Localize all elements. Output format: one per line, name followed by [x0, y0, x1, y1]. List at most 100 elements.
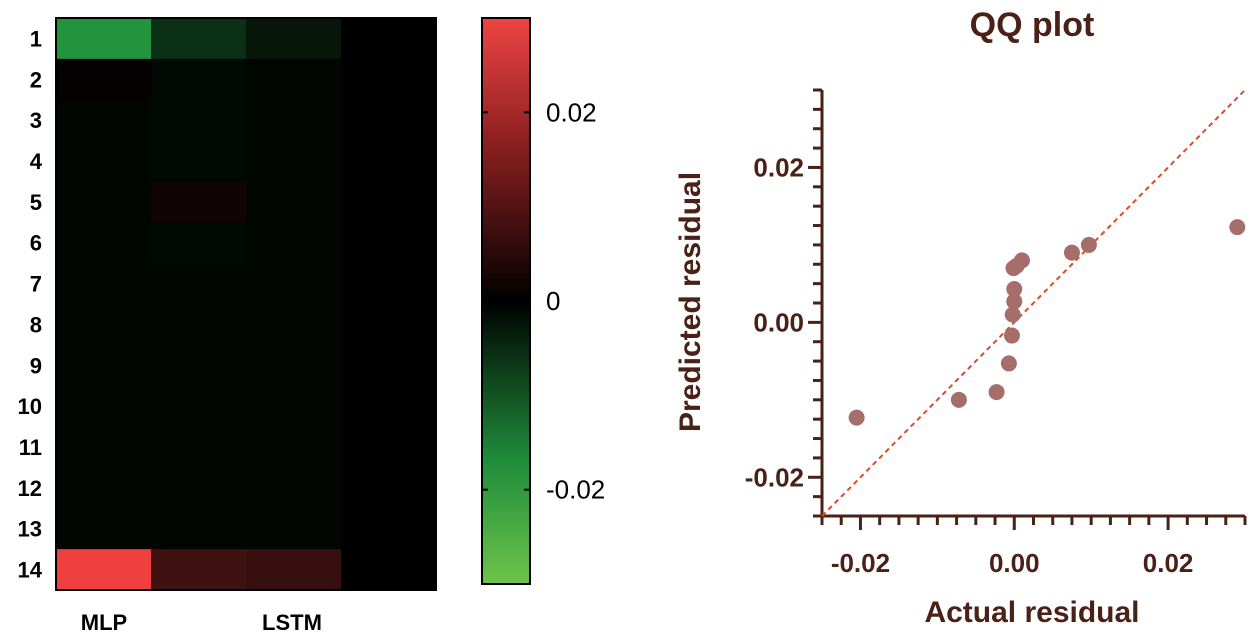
heatmap-cell-r11-c4	[341, 426, 437, 468]
qq-points	[848, 219, 1246, 426]
heatmap-cell-r12-c3	[246, 467, 342, 509]
qq-axes: -0.02 0.00 0.02 0.02 0.00 -0.02	[745, 88, 1247, 578]
heatmap-cell-r2-c2	[151, 58, 247, 101]
heatmap-cell-r2-c1	[56, 58, 152, 101]
row-label-12: 12	[18, 476, 42, 501]
heatmap-cell-r3-c2	[151, 99, 247, 142]
heatmap-cell-r14-c3	[246, 549, 342, 591]
heatmap-cell-r6-c2	[151, 222, 247, 264]
row-label-3: 3	[30, 108, 42, 133]
heatmap-cell-r12-c2	[151, 467, 247, 509]
heatmap-cell-r8-c4	[341, 304, 437, 346]
heatmap-cell-r4-c3	[246, 140, 342, 182]
heatmap-cell-r3-c4	[341, 99, 437, 142]
qq-point-13	[1080, 236, 1097, 253]
heatmap-cell-r5-c2	[151, 181, 247, 223]
row-label-10: 10	[18, 394, 42, 419]
heatmap-cell-r10-c2	[151, 385, 247, 428]
row-label-7: 7	[30, 272, 42, 297]
heatmap-cell-r9-c4	[341, 344, 437, 387]
qq-point-4	[1000, 355, 1017, 372]
heatmap-cell-r8-c1	[56, 304, 152, 346]
heatmap-cell-r10-c1	[56, 385, 152, 428]
heatmap-cell-r3-c1	[56, 99, 152, 142]
qq-point-6	[1004, 306, 1021, 323]
row-label-8: 8	[30, 312, 42, 337]
heatmap-cell-r2-c4	[341, 58, 437, 101]
qq-y-tick-label: 0.02	[753, 152, 804, 182]
heatmap-cell-r11-c1	[56, 426, 152, 468]
heatmap-cell-r9-c1	[56, 344, 152, 387]
heatmap-cell-r1-c4	[341, 18, 437, 60]
qq-reference-line	[821, 89, 1246, 517]
row-label-6: 6	[30, 231, 42, 256]
heatmap-cell-r14-c2	[151, 549, 247, 591]
row-label-11: 11	[19, 435, 42, 460]
heatmap-cell-r10-c4	[341, 385, 437, 428]
qq-x-tick-label: 0.00	[989, 548, 1040, 578]
row-label-13: 13	[18, 517, 42, 542]
colorbar-tick-label: 0.02	[546, 97, 597, 127]
qq-point-11	[1013, 252, 1030, 269]
qq-point-12	[1063, 244, 1080, 261]
heatmap-cell-r6-c1	[56, 222, 152, 264]
row-label-5: 5	[30, 190, 42, 215]
heatmap-cell-r4-c1	[56, 140, 152, 182]
heatmap-cell-r5-c3	[246, 181, 342, 223]
colorbar-tick-label: 0	[546, 286, 560, 316]
heatmap-cell-r11-c2	[151, 426, 247, 468]
heatmap-cell-r13-c4	[341, 508, 437, 550]
heatmap-cell-r4-c2	[151, 140, 247, 182]
colorbar	[481, 17, 531, 585]
heatmap-cell-r10-c3	[246, 385, 342, 428]
qq-point-8	[1006, 281, 1023, 298]
qq-title: QQ plot	[970, 6, 1095, 44]
heatmap-cell-r12-c4	[341, 467, 437, 509]
row-label-4: 4	[30, 149, 43, 174]
heatmap-cell-r8-c2	[151, 304, 247, 346]
heatmap-cell-r12-c1	[56, 467, 152, 509]
heatmap-cell-r5-c1	[56, 181, 152, 223]
heatmap-cell-r3-c3	[246, 99, 342, 142]
qq-point-7	[1006, 293, 1023, 310]
heatmap-cell-r9-c2	[151, 344, 247, 387]
row-label-1: 1	[30, 26, 42, 51]
heatmap-cell-r1-c1	[56, 18, 152, 60]
qq-x-tick-label: -0.02	[831, 548, 890, 578]
heatmap-cell-r9-c3	[246, 344, 342, 387]
qq-point-14	[1229, 219, 1246, 236]
heatmap-cell-r5-c4	[341, 181, 437, 223]
heatmap-cell-r13-c1	[56, 508, 152, 550]
heatmap-cell-r11-c3	[246, 426, 342, 468]
heatmap-cell-r6-c4	[341, 222, 437, 264]
row-label-9: 9	[30, 353, 42, 378]
heatmap-cell-r2-c3	[246, 58, 342, 101]
qq-point-3	[988, 384, 1005, 401]
heatmap-border	[55, 17, 437, 591]
col-label-mlp: MLP	[81, 610, 127, 635]
qq-y-tick-label: -0.02	[745, 462, 804, 492]
heatmap-cell-r14-c4	[341, 549, 437, 591]
row-label-14: 14	[18, 558, 43, 583]
colorbar-ticks: 0.02 0 -0.02	[482, 97, 605, 505]
qq-point-2	[950, 391, 967, 408]
heatmap-cell-r7-c3	[246, 263, 342, 305]
qq-x-tick-label: 0.02	[1143, 548, 1194, 578]
heatmap-cells	[56, 18, 437, 591]
qq-point-5	[1003, 327, 1020, 344]
qq-point-1	[848, 409, 865, 426]
heatmap-cell-r6-c3	[246, 222, 342, 264]
heatmap-cell-r7-c4	[341, 263, 437, 305]
heatmap-cell-r8-c3	[246, 304, 342, 346]
heatmap-cell-r1-c3	[246, 18, 342, 60]
heatmap-cell-r14-c1	[56, 549, 152, 591]
row-label-2: 2	[30, 67, 42, 92]
heatmap-cell-r13-c3	[246, 508, 342, 550]
qq-ylabel: Predicted residual	[674, 172, 707, 432]
col-label-lstm: LSTM	[262, 610, 322, 635]
heatmap-cell-r1-c2	[151, 18, 247, 60]
qq-y-tick-label: 0.00	[753, 307, 804, 337]
